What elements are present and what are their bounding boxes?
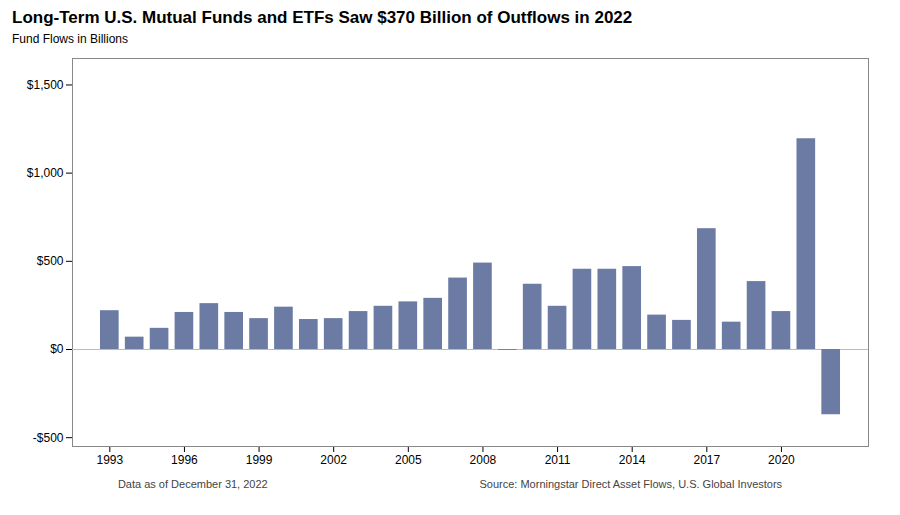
svg-text:$0: $0	[50, 342, 64, 356]
svg-text:$1,000: $1,000	[27, 166, 64, 180]
svg-text:$1,500: $1,500	[27, 78, 64, 92]
svg-text:1999: 1999	[246, 453, 273, 467]
svg-text:2005: 2005	[395, 453, 422, 467]
svg-text:2014: 2014	[619, 453, 646, 467]
svg-text:2011: 2011	[545, 453, 571, 467]
svg-text:2017: 2017	[693, 453, 720, 467]
svg-text:2020: 2020	[768, 453, 795, 467]
html-text:Fund Flows in Billions: Fund Flows in Billions	[12, 32, 128, 46]
svg-text:2002: 2002	[320, 453, 347, 467]
html-text:Long-Term U.S. Mutual Funds an: Long-Term U.S. Mutual Funds and ETFs Saw…	[12, 8, 633, 27]
html-text:Data as of December 31, 2022: Data as of December 31, 2022	[117, 478, 268, 490]
svg-text:$500: $500	[37, 254, 64, 268]
svg-text:1993: 1993	[96, 453, 123, 467]
svg-text:2008: 2008	[470, 453, 497, 467]
svg-text:-$500: -$500	[33, 431, 64, 445]
html-text:Source: Morningstar Direct Ass: Source: Morningstar Direct Asset Flows, …	[479, 478, 783, 490]
svg-text:1996: 1996	[171, 453, 198, 467]
